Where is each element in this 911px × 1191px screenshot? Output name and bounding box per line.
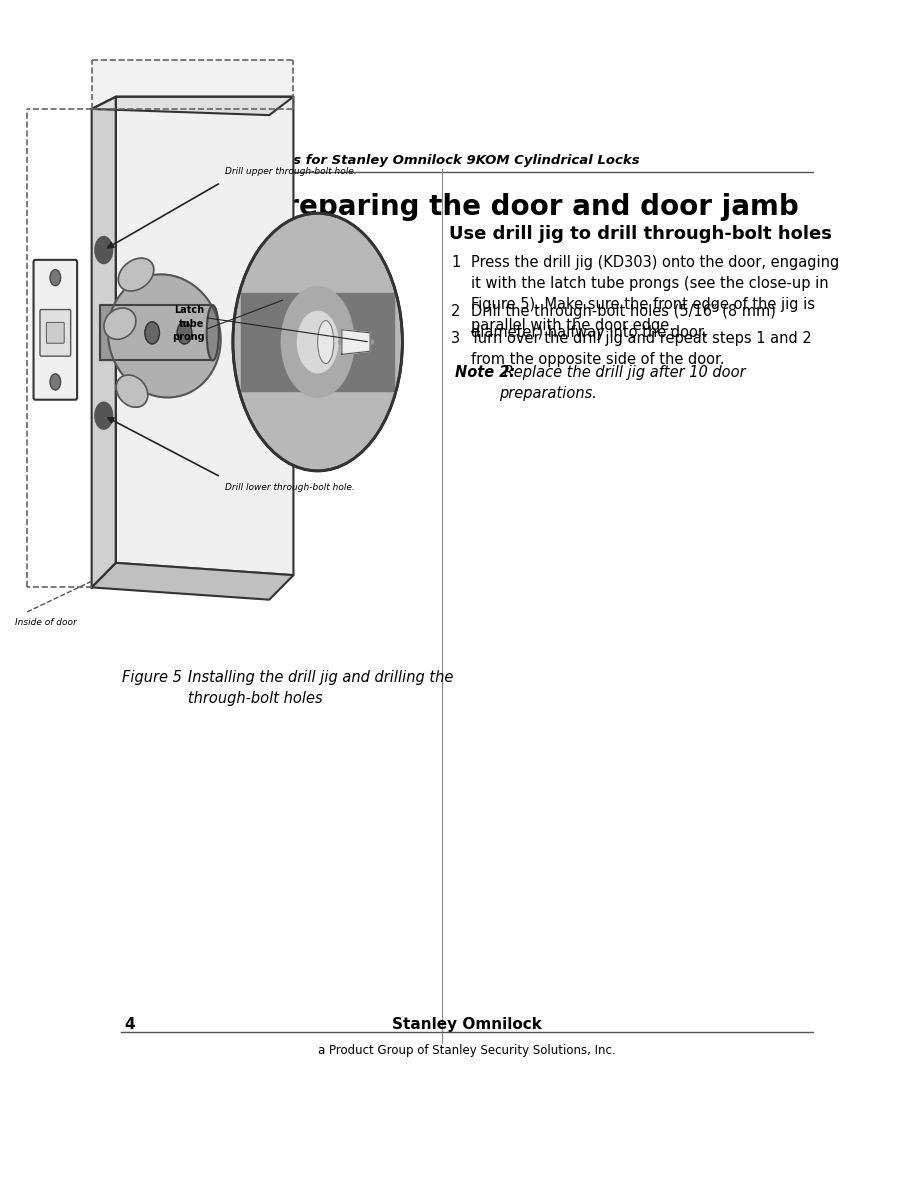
Text: Installing the drill jig and drilling the
   through-bolt holes: Installing the drill jig and drilling th… [174, 671, 454, 706]
Polygon shape [99, 305, 212, 361]
Circle shape [95, 237, 113, 263]
Circle shape [95, 403, 113, 429]
Ellipse shape [318, 320, 333, 363]
Text: Inside of door: Inside of door [15, 618, 77, 628]
Circle shape [298, 311, 338, 373]
Ellipse shape [107, 274, 220, 398]
Text: Press the drill jig (KD303) onto the door, engaging
it with the latch tube prong: Press the drill jig (KD303) onto the doo… [471, 255, 839, 332]
Text: Drill lower through-bolt hole.: Drill lower through-bolt hole. [225, 484, 354, 492]
Text: Stanley Omnilock: Stanley Omnilock [392, 1017, 542, 1033]
FancyBboxPatch shape [46, 323, 64, 343]
Text: Use drill jig to drill through-bolt holes: Use drill jig to drill through-bolt hole… [449, 225, 832, 243]
Circle shape [50, 269, 60, 286]
Polygon shape [92, 96, 116, 587]
Circle shape [145, 322, 159, 344]
Text: Installation Instructions for Stanley Omnilock 9KOM Cylindrical Locks: Installation Instructions for Stanley Om… [122, 154, 640, 167]
Ellipse shape [207, 305, 219, 361]
Circle shape [50, 374, 60, 389]
Ellipse shape [104, 308, 136, 339]
Polygon shape [92, 96, 293, 116]
Polygon shape [342, 330, 370, 355]
Circle shape [178, 322, 191, 344]
Text: Preparing the door and door jamb: Preparing the door and door jamb [265, 193, 799, 222]
Circle shape [281, 287, 354, 398]
FancyBboxPatch shape [34, 260, 77, 400]
FancyBboxPatch shape [40, 310, 71, 356]
Text: Latch
tube
prong: Latch tube prong [172, 305, 205, 342]
Text: Note 2:: Note 2: [455, 364, 515, 380]
Text: 2: 2 [451, 305, 461, 319]
Polygon shape [116, 96, 293, 575]
Polygon shape [241, 293, 394, 391]
Text: a Product Group of Stanley Security Solutions, Inc.: a Product Group of Stanley Security Solu… [318, 1045, 616, 1058]
Ellipse shape [117, 375, 148, 407]
Ellipse shape [118, 258, 154, 291]
Text: Figure 5: Figure 5 [122, 671, 182, 685]
Text: Drill the through-bolt holes (5/16″ (8 mm)
diameter) halfway into the door.: Drill the through-bolt holes (5/16″ (8 m… [471, 305, 776, 341]
Text: 1: 1 [451, 255, 461, 270]
Text: Replace the drill jig after 10 door
preparations.: Replace the drill jig after 10 door prep… [498, 364, 745, 401]
Text: 4: 4 [125, 1017, 135, 1033]
Polygon shape [92, 563, 293, 600]
Polygon shape [92, 60, 293, 110]
Text: 3: 3 [451, 331, 460, 345]
Text: Turn over the drill jig and repeat steps 1 and 2
from the opposite side of the d: Turn over the drill jig and repeat steps… [471, 331, 812, 367]
Circle shape [233, 213, 403, 470]
Text: Drill upper through-bolt hole.: Drill upper through-bolt hole. [225, 168, 356, 176]
